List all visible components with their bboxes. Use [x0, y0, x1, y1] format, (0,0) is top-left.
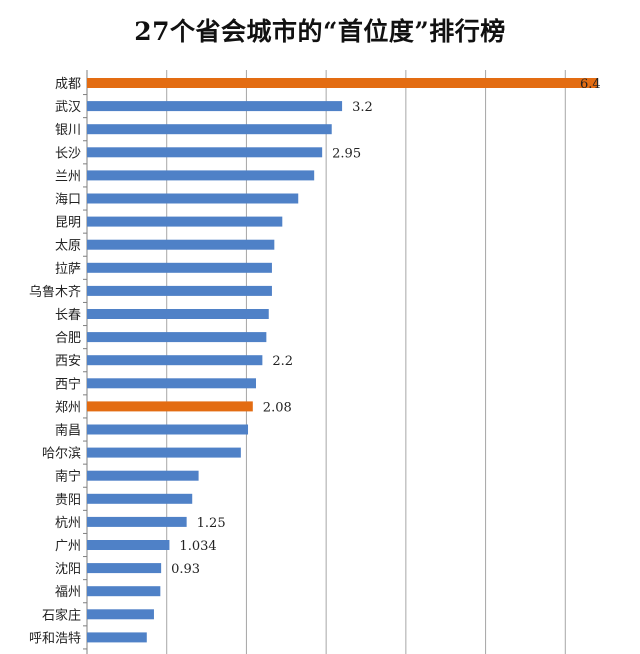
bar — [87, 516, 187, 527]
category-label: 乌鲁木齐 — [29, 284, 81, 300]
category-label: 西安 — [55, 354, 81, 369]
bar — [87, 609, 154, 620]
chart-title: 27个省会城市的“首位度”排行榜 — [134, 17, 506, 46]
bar — [87, 216, 283, 227]
data-label: 3.2 — [352, 100, 373, 115]
bar — [87, 493, 193, 504]
bar — [87, 193, 299, 204]
category-label: 郑州 — [55, 400, 81, 415]
bar — [87, 262, 272, 273]
category-label: 南昌 — [55, 423, 81, 439]
bar — [87, 170, 315, 181]
category-label: 成都 — [55, 77, 81, 92]
bar — [87, 401, 253, 412]
category-label: 昆明 — [55, 216, 81, 231]
category-label: 海口 — [55, 193, 81, 208]
data-label: 2.2 — [272, 354, 293, 369]
bar — [87, 470, 199, 481]
category-label: 沈阳 — [55, 562, 81, 577]
bars — [87, 78, 598, 643]
bar — [87, 239, 275, 250]
data-label: 6.4 — [580, 77, 601, 92]
bar — [87, 424, 249, 435]
category-label: 石家庄 — [42, 607, 81, 623]
bar — [87, 309, 269, 319]
bar — [87, 586, 161, 597]
category-label: 南宁 — [55, 469, 81, 485]
category-label: 哈尔滨 — [42, 446, 81, 462]
bar — [87, 540, 170, 550]
category-label: 武汉 — [55, 100, 81, 115]
category-label: 合肥 — [55, 331, 81, 346]
data-label: 1.034 — [179, 539, 216, 554]
category-label: 贵阳 — [55, 493, 81, 508]
category-label: 西宁 — [55, 376, 81, 392]
bar — [87, 632, 147, 643]
bar — [87, 285, 272, 296]
category-axis — [83, 70, 88, 654]
data-label: 2.95 — [332, 146, 361, 161]
category-label: 长沙 — [55, 146, 81, 161]
category-label: 杭州 — [55, 516, 81, 531]
bar — [87, 124, 332, 135]
category-label: 太原 — [55, 239, 81, 254]
category-label: 呼和浩特 — [29, 631, 81, 646]
bar — [87, 563, 162, 574]
bar — [87, 355, 263, 366]
bar — [87, 447, 241, 458]
data-label: 1.25 — [197, 516, 226, 531]
bar — [87, 101, 343, 112]
category-label: 广州 — [55, 539, 81, 554]
data-label: 2.08 — [263, 400, 292, 415]
category-label: 兰州 — [55, 169, 81, 184]
data-label: 0.93 — [171, 562, 200, 577]
bar — [87, 78, 598, 88]
category-label: 长春 — [55, 308, 81, 323]
bar — [87, 147, 323, 158]
bar — [87, 378, 256, 389]
category-label: 拉萨 — [55, 262, 81, 277]
bar — [87, 332, 267, 343]
category-label: 银川 — [55, 123, 81, 138]
category-label: 福州 — [55, 585, 81, 600]
